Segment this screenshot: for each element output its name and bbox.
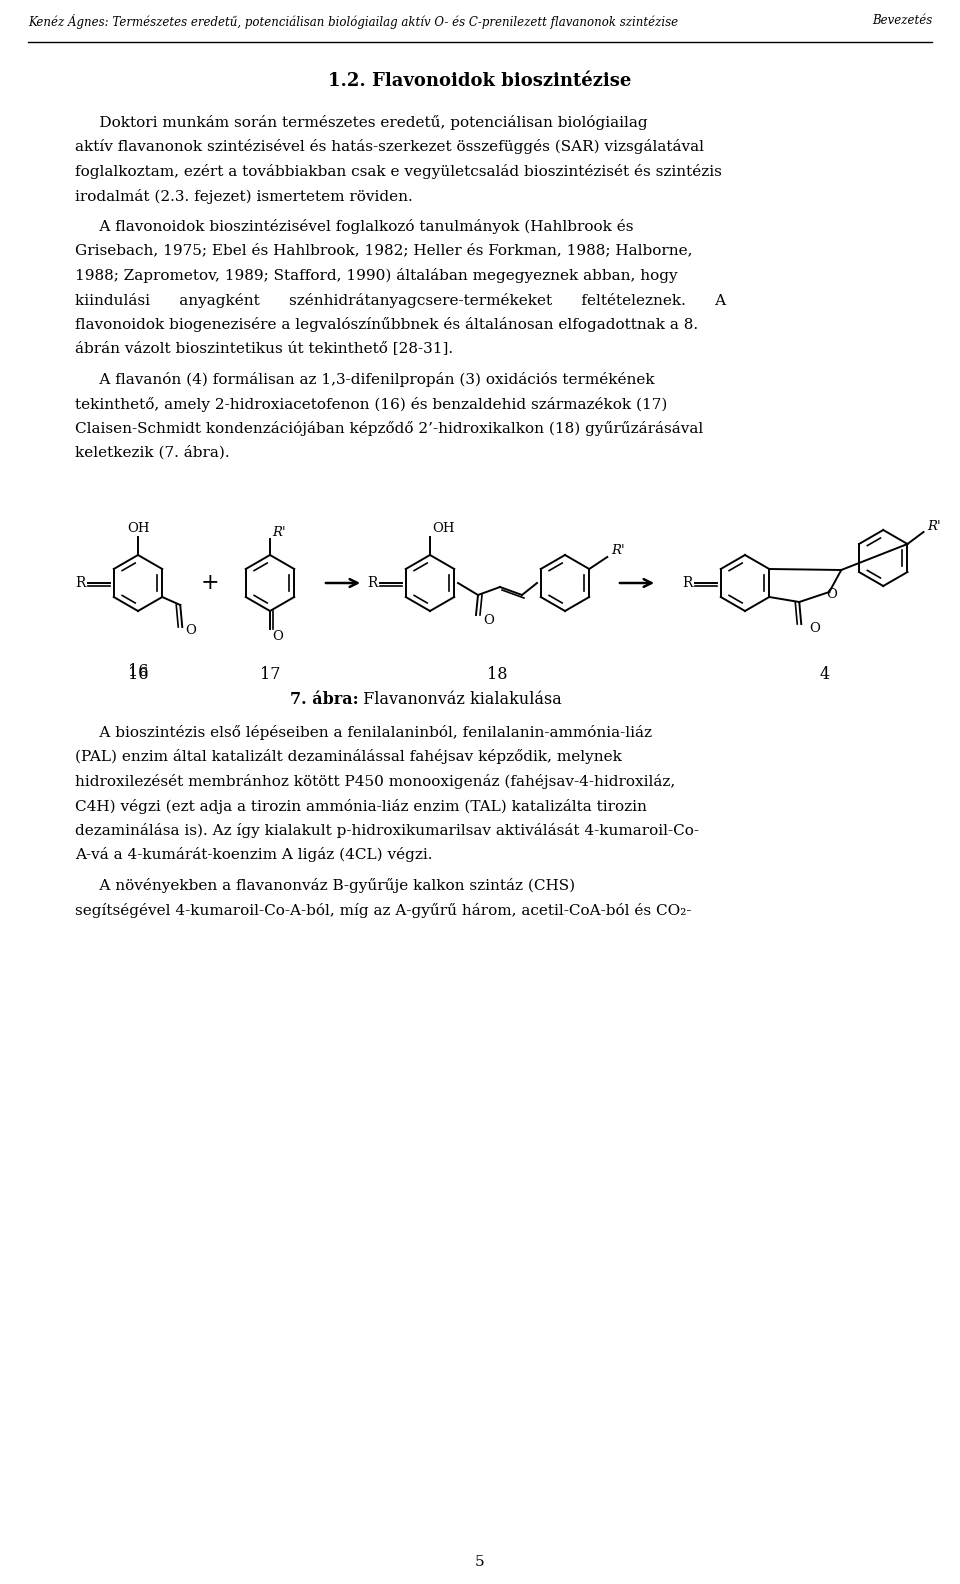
Text: A-vá a 4-kumárát-koenzim A ligáz (4CL) végzi.: A-vá a 4-kumárát-koenzim A ligáz (4CL) v…	[75, 847, 433, 863]
Text: aktív flavanonok szintézisével és hatás-szerkezet összefüggés (SAR) vizsgálatáva: aktív flavanonok szintézisével és hatás-…	[75, 139, 704, 155]
Text: 1988; Zaprometov, 1989; Stafford, 1990) általában megegyeznek abban, hogy: 1988; Zaprometov, 1989; Stafford, 1990) …	[75, 268, 678, 284]
Text: flavonoidok biogenezisére a legvalószínűbbnek és általánosan elfogadottnak a 8.: flavonoidok biogenezisére a legvalószínű…	[75, 317, 698, 333]
Text: dezaminálása is). Az így kialakult p-hidroxikumarilsav aktiválását 4-kumaroil-Co: dezaminálása is). Az így kialakult p-hid…	[75, 824, 699, 838]
Text: Bevezetés: Bevezetés	[872, 14, 932, 27]
Text: Flavanonváz kialakulása: Flavanonváz kialakulása	[358, 691, 562, 708]
Text: foglalkoztam, ezért a továbbiakban csak e vegyületcsalád bioszintézisét és szint: foglalkoztam, ezért a továbbiakban csak …	[75, 165, 722, 179]
Text: 4: 4	[820, 665, 830, 683]
Text: Claisen-Schmidt kondenzációjában képződő 2’-hidroxikalkon (18) gyűrűzárásával: Claisen-Schmidt kondenzációjában képződő…	[75, 421, 704, 436]
Text: 16: 16	[128, 662, 148, 680]
Text: kiindulási      anyagként      szénhidrátanyagcsere-termékeket      feltételezne: kiindulási anyagként szénhidrátanyagcser…	[75, 293, 726, 307]
Text: 16: 16	[128, 665, 148, 683]
Text: Grisebach, 1975; Ebel és Hahlbrook, 1982; Heller és Forkman, 1988; Halborne,: Grisebach, 1975; Ebel és Hahlbrook, 1982…	[75, 244, 692, 258]
Text: A flavonoidok bioszintézisével foglalkozó tanulmányok (Hahlbrook és: A flavonoidok bioszintézisével foglalkoz…	[75, 219, 634, 234]
Text: A bioszintézis első lépéseiben a fenilalaninból, fenilalanin-ammónia-liáz: A bioszintézis első lépéseiben a fenilal…	[75, 725, 652, 740]
Text: O: O	[809, 623, 820, 635]
Text: OH: OH	[432, 523, 454, 535]
Text: Doktori munkám során természetes eredetű, potenciálisan biológiailag: Doktori munkám során természetes eredetű…	[75, 116, 648, 130]
Text: R': R'	[927, 520, 941, 532]
Text: 18: 18	[488, 665, 508, 683]
Text: +: +	[201, 572, 219, 594]
Text: hidroxilezését membránhoz kötött P450 monooxigenáz (fahéjsav-4-hidroxiláz,: hidroxilezését membránhoz kötött P450 mo…	[75, 775, 675, 789]
Text: 7. ábra:: 7. ábra:	[290, 691, 359, 708]
Text: 17: 17	[260, 665, 280, 683]
Text: A növényekben a flavanonváz B-gyűrűje kalkon szintáz (CHS): A növényekben a flavanonváz B-gyűrűje ka…	[75, 878, 575, 893]
Text: 1.2. Flavonoidok bioszintézise: 1.2. Flavonoidok bioszintézise	[328, 71, 632, 90]
Text: C4H) végzi (ezt adja a tirozin ammónia-liáz enzim (TAL) katalizálta tirozin: C4H) végzi (ezt adja a tirozin ammónia-l…	[75, 798, 647, 814]
Text: Kenéz Ágnes: Természetes eredetű, potenciálisan biológiailag aktív O- és C-preni: Kenéz Ágnes: Természetes eredetű, potenc…	[28, 14, 678, 29]
Text: OH: OH	[127, 523, 149, 535]
Text: segítségével 4-kumaroil-Co-A-ból, míg az A-gyűrű három, acetil-CoA-ból és CO₂-: segítségével 4-kumaroil-Co-A-ból, míg az…	[75, 903, 691, 917]
Text: R': R'	[612, 545, 625, 558]
Text: tekinthető, amely 2-hidroxiacetofenon (16) és benzaldehid származékok (17): tekinthető, amely 2-hidroxiacetofenon (1…	[75, 396, 667, 412]
Text: (PAL) enzim által katalizált dezaminálással fahéjsav képződik, melynek: (PAL) enzim által katalizált dezaminálás…	[75, 749, 622, 765]
Text: R: R	[75, 577, 85, 589]
Text: O: O	[185, 624, 196, 637]
Text: A flavanón (4) formálisan az 1,3-difenilpropán (3) oxidációs termékének: A flavanón (4) formálisan az 1,3-difenil…	[75, 372, 655, 386]
Text: O: O	[826, 588, 837, 600]
Text: O: O	[483, 613, 493, 627]
Text: irodalmát (2.3. fejezet) ismertetem röviden.: irodalmát (2.3. fejezet) ismertetem rövi…	[75, 188, 413, 203]
Text: R: R	[367, 577, 377, 589]
Text: R: R	[682, 577, 692, 589]
Text: 5: 5	[475, 1555, 485, 1570]
Text: ábrán vázolt bioszintetikus út tekinthető [28-31].: ábrán vázolt bioszintetikus út tekinthet…	[75, 342, 453, 355]
Text: keletkezik (7. ábra).: keletkezik (7. ábra).	[75, 445, 229, 459]
Text: R': R'	[272, 526, 286, 539]
Text: O: O	[272, 630, 283, 643]
